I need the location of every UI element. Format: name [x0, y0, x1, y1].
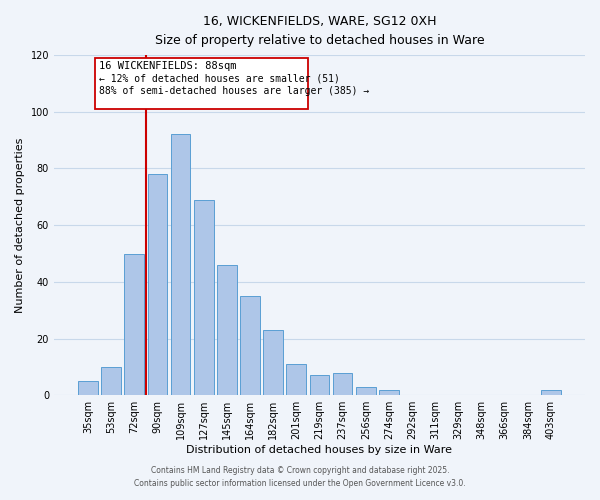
- X-axis label: Distribution of detached houses by size in Ware: Distribution of detached houses by size …: [187, 445, 452, 455]
- Title: 16, WICKENFIELDS, WARE, SG12 0XH
Size of property relative to detached houses in: 16, WICKENFIELDS, WARE, SG12 0XH Size of…: [155, 15, 484, 47]
- Bar: [101, 367, 121, 395]
- Bar: [78, 381, 98, 395]
- Text: ← 12% of detached houses are smaller (51): ← 12% of detached houses are smaller (51…: [100, 74, 340, 84]
- Y-axis label: Number of detached properties: Number of detached properties: [15, 138, 25, 313]
- Text: 88% of semi-detached houses are larger (385) →: 88% of semi-detached houses are larger (…: [100, 86, 370, 97]
- FancyBboxPatch shape: [95, 58, 308, 109]
- Bar: [194, 200, 214, 395]
- Bar: [286, 364, 306, 395]
- Bar: [240, 296, 260, 395]
- Text: 16 WICKENFIELDS: 88sqm: 16 WICKENFIELDS: 88sqm: [100, 61, 237, 71]
- Bar: [148, 174, 167, 395]
- Bar: [170, 134, 190, 395]
- Bar: [263, 330, 283, 395]
- Bar: [217, 265, 236, 395]
- Text: Contains HM Land Registry data © Crown copyright and database right 2025.
Contai: Contains HM Land Registry data © Crown c…: [134, 466, 466, 487]
- Bar: [333, 372, 352, 395]
- Bar: [310, 376, 329, 395]
- Bar: [356, 386, 376, 395]
- Bar: [124, 254, 144, 395]
- Bar: [379, 390, 399, 395]
- Bar: [541, 390, 561, 395]
